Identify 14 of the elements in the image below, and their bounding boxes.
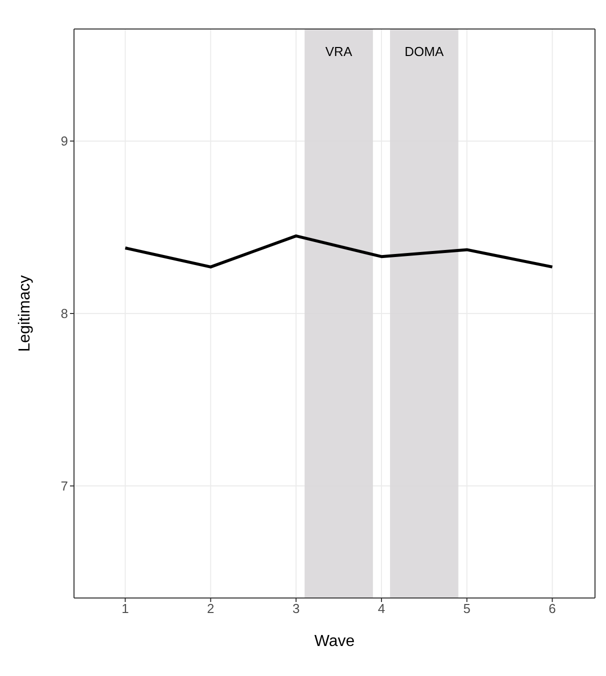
x-tick-label: 5	[463, 601, 470, 616]
x-tick-label: 4	[378, 601, 386, 616]
x-tick-label: 2	[207, 601, 214, 616]
line-series	[124, 234, 554, 268]
band-label: VRA	[325, 44, 352, 60]
y-tick-label: 8	[60, 306, 68, 322]
band-label: DOMA	[404, 44, 444, 60]
x-axis-title: Wave	[314, 633, 355, 650]
x-tick-label: 1	[122, 601, 129, 616]
y-tick-label: 7	[60, 478, 68, 494]
y-tick-label: 9	[60, 134, 68, 149]
x-tick-label: 6	[548, 601, 556, 616]
y-axis-title: Legitimacy	[16, 275, 34, 352]
x-tick-label: 3	[292, 601, 300, 616]
